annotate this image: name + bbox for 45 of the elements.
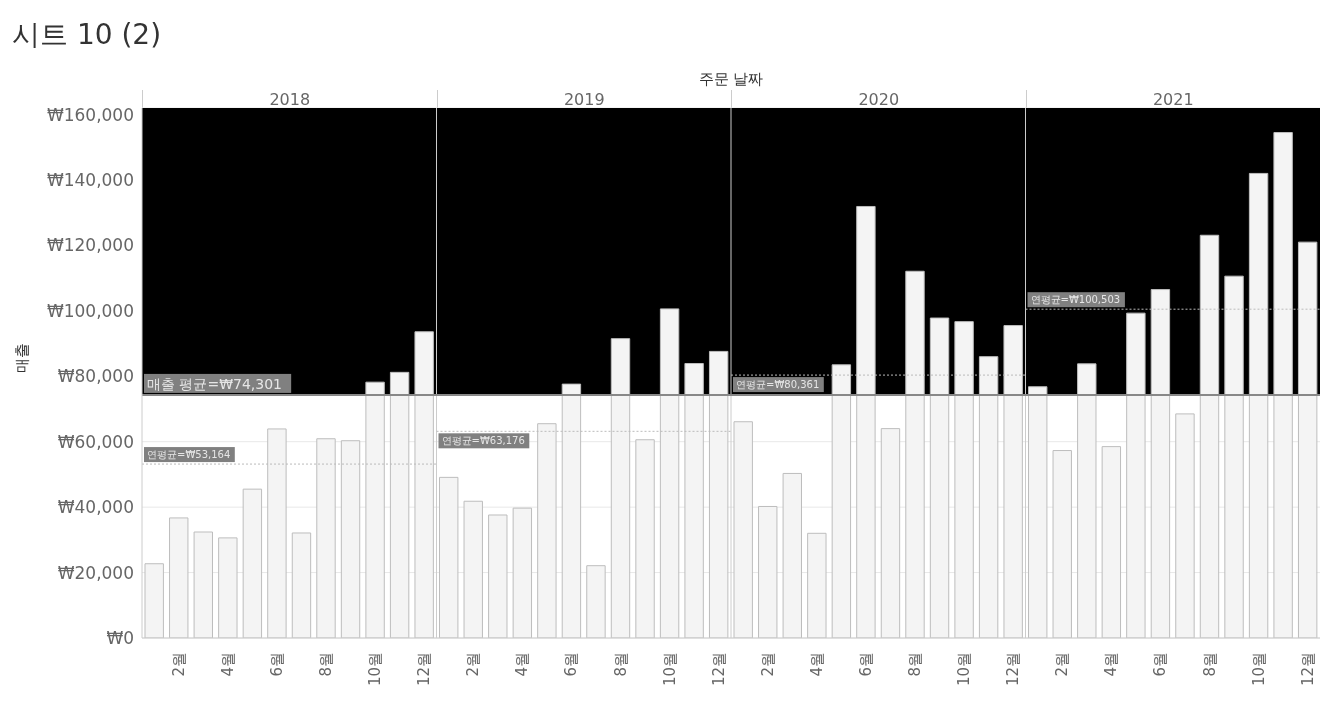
y-tick-label: ₩120,000	[46, 235, 134, 256]
x-tick-label: 12월	[709, 652, 728, 687]
x-tick-label: 10월	[1249, 652, 1268, 687]
y-tick-label: ₩0	[106, 628, 134, 649]
y-tick-label: ₩40,000	[57, 497, 134, 518]
x-tick-label: 2월	[464, 652, 483, 677]
x-tick-label: 6월	[267, 652, 286, 677]
x-tick-label: 4월	[1102, 652, 1121, 677]
x-tick-label: 8월	[317, 652, 336, 677]
ref-line-label: 연평균=₩100,503	[1030, 294, 1121, 306]
x-tick-label: 4월	[218, 652, 237, 677]
x-tick-label: 6월	[856, 652, 875, 677]
x-tick-label: 6월	[562, 652, 581, 677]
annotation: 2020	[731, 90, 1026, 109]
ref-line-label: 매출 평균=₩74,301	[147, 375, 283, 392]
y-axis-title: 매출	[13, 343, 32, 373]
y-tick-label: ₩100,000	[46, 300, 134, 321]
y-tick-label: ₩60,000	[57, 431, 134, 452]
x-tick-label: 12월	[1004, 652, 1023, 687]
x-tick-label: 8월	[1200, 652, 1219, 677]
y-tick-label: ₩160,000	[46, 104, 134, 125]
annotation: 2019	[436, 90, 731, 109]
annotation: 2018	[142, 90, 437, 109]
ref-line-label: 연평균=₩80,361	[736, 379, 820, 391]
x-tick-label: 10월	[366, 652, 385, 687]
y-tick-label: ₩80,000	[57, 366, 134, 387]
chart-title: 시트 10 (2)	[12, 17, 162, 53]
x-tick-label: 2월	[758, 652, 777, 677]
x-tick-label: 8월	[906, 652, 925, 677]
annotation: 2021	[1025, 90, 1320, 109]
ref-line-label: 연평균=₩63,176	[441, 435, 525, 447]
x-tick-label: 2월	[169, 652, 188, 677]
x-tick-label: 10월	[660, 652, 679, 687]
x-tick-label: 2월	[1053, 652, 1072, 677]
x-tick-label: 4월	[807, 652, 826, 677]
x-tick-label: 4월	[513, 652, 532, 677]
y-tick-label: ₩140,000	[46, 170, 134, 191]
y-tick-label: ₩20,000	[57, 562, 134, 583]
x-tick-label: 8월	[611, 652, 630, 677]
ref-line-label: 연평균=₩53,164	[147, 449, 231, 461]
x-tick-label: 12월	[415, 652, 434, 687]
x-tick-label: 6월	[1151, 652, 1170, 677]
x-tick-label: 12월	[1298, 652, 1317, 687]
x-axis-title: 주문 날짜	[697, 70, 765, 89]
x-tick-label: 10월	[955, 652, 974, 687]
